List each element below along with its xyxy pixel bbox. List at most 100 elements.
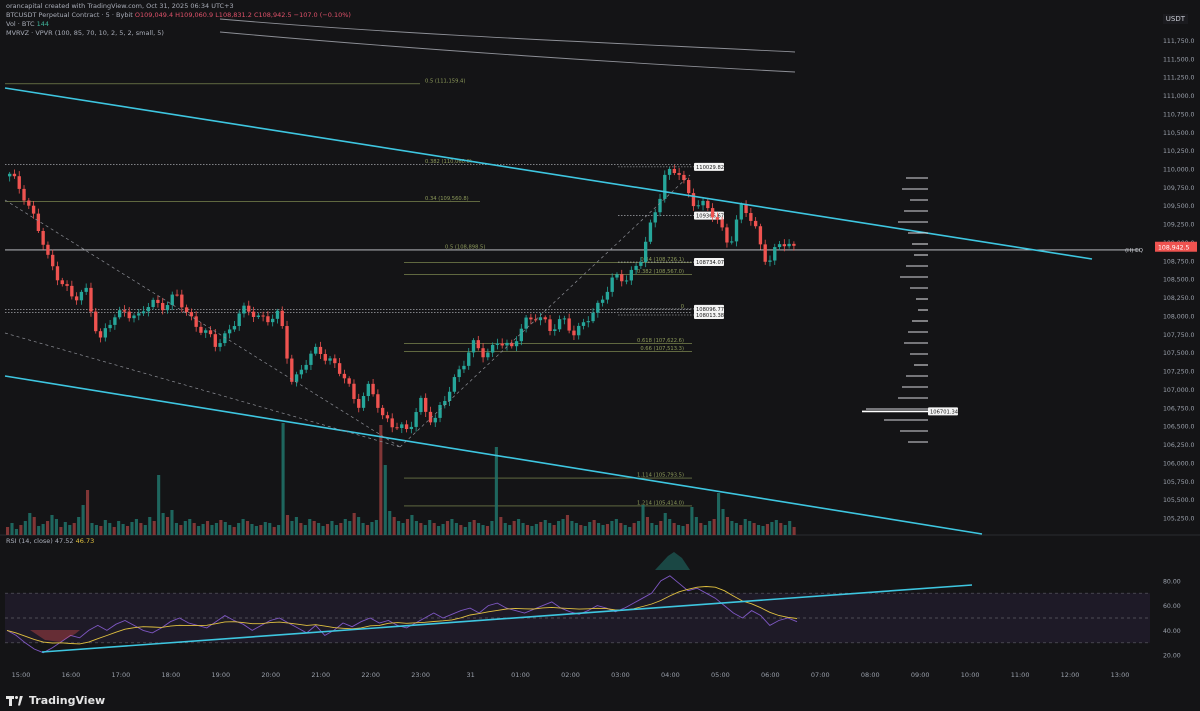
candle <box>572 325 576 340</box>
candle <box>414 408 418 432</box>
candle-body <box>304 364 308 370</box>
volume-bar <box>432 523 436 535</box>
volume-bar <box>752 523 756 535</box>
candle <box>505 339 509 351</box>
candle <box>777 241 782 251</box>
candle <box>8 171 12 182</box>
volume-bar <box>259 525 263 535</box>
candle-body <box>390 418 394 428</box>
candle <box>12 169 17 179</box>
candle <box>438 402 442 423</box>
candle <box>294 371 299 387</box>
rsi-header[interactable]: RSI (14, close) 47.52 46.73 <box>6 537 94 546</box>
candle <box>744 200 748 218</box>
candle-body <box>337 363 342 374</box>
time-tick-label: 01:00 <box>511 671 530 679</box>
price-tag-label: 110029.82 <box>696 165 724 171</box>
rsi-value-2: 46.73 <box>75 537 95 545</box>
volume-bar <box>63 522 67 535</box>
candle <box>687 177 691 198</box>
rsi-ascending-trendline <box>41 584 973 653</box>
volume-bar <box>757 525 761 535</box>
header-symbol[interactable]: BTCUSDT Perpetual Contract · 5 · Bybit O… <box>6 11 351 20</box>
candle-body <box>299 369 304 375</box>
price-tick-label: 111,750.0 <box>1163 38 1195 45</box>
candle-body <box>318 346 323 355</box>
volume-bar <box>45 521 50 535</box>
volume-bar <box>268 523 272 535</box>
price-tick-label: 107,250.0 <box>1163 369 1195 376</box>
equilibrium-label: (H) EQ <box>1125 248 1144 254</box>
candle-body <box>753 220 758 227</box>
price-tick-label: 108,500.0 <box>1163 277 1195 284</box>
candle-body <box>94 311 98 332</box>
volume-bar <box>357 517 361 535</box>
header-indicators[interactable]: MVRVZ · VPVR (100, 85, 70, 10, 2, 5, 2, … <box>6 29 164 37</box>
price-unit[interactable]: USDT <box>1162 14 1188 24</box>
volume-bar <box>641 505 645 535</box>
candle <box>170 291 174 311</box>
volume-bar <box>770 522 774 535</box>
candle-body <box>543 317 547 320</box>
candle <box>591 308 595 324</box>
volume-bar <box>28 513 32 535</box>
candle <box>247 300 251 316</box>
upper-band-line <box>219 18 796 53</box>
candle <box>500 338 504 349</box>
candle-body <box>486 352 490 358</box>
candle <box>534 314 538 323</box>
volume-bar <box>748 521 752 535</box>
candle-body <box>132 315 136 319</box>
volume-bar <box>361 523 365 535</box>
volume-bar <box>81 505 85 535</box>
candle <box>682 170 686 184</box>
volume-bar <box>521 523 525 535</box>
volume-bar <box>197 526 201 535</box>
candle-body <box>734 219 739 242</box>
time-tick-label: 18:00 <box>161 671 180 679</box>
time-tick-label: 03:00 <box>611 671 630 679</box>
candle <box>486 348 490 361</box>
price-tag-label: 108734.07 <box>696 260 724 266</box>
volume-bar <box>423 525 427 535</box>
volume-bar <box>663 513 667 535</box>
rsi-tick-label: 40.00 <box>1163 628 1181 635</box>
candle <box>204 328 208 338</box>
volume-bar <box>494 447 498 535</box>
volume-bar <box>32 517 36 535</box>
price-tick-label: 106,750.0 <box>1163 405 1195 412</box>
candle <box>739 202 743 224</box>
symbol-label: BTCUSDT Perpetual Contract · 5 · Bybit <box>6 11 133 19</box>
volume-bar <box>397 521 401 535</box>
volume-bar <box>472 520 476 535</box>
candle-body <box>285 326 289 359</box>
header-volume[interactable]: Vol · BTC 144 <box>6 20 49 29</box>
volume-bar <box>779 523 783 535</box>
volume-label: Vol · BTC <box>6 20 35 28</box>
candle-body <box>677 173 681 175</box>
candle-body <box>777 244 782 248</box>
footer-brand[interactable]: TradingView <box>6 694 105 707</box>
candle-body <box>51 254 55 267</box>
volume-bar <box>392 517 396 535</box>
candle-body <box>294 374 299 382</box>
volume-bar <box>277 525 281 535</box>
volume-bar <box>485 526 490 535</box>
volume-bar <box>597 523 601 535</box>
volume-bar <box>41 524 45 535</box>
candle-body <box>280 310 284 327</box>
volume-bar <box>374 520 378 535</box>
candle-body <box>189 312 194 317</box>
volume-bar <box>685 524 690 535</box>
brand-name: TradingView <box>29 694 106 707</box>
candle <box>242 302 246 318</box>
volume-bar <box>703 525 707 535</box>
candle-body <box>204 330 208 333</box>
candle-body <box>514 341 519 347</box>
candle-body <box>782 244 787 247</box>
candle-body <box>156 299 160 303</box>
candle <box>696 200 700 209</box>
candle <box>380 404 385 420</box>
candle-body <box>687 180 691 194</box>
